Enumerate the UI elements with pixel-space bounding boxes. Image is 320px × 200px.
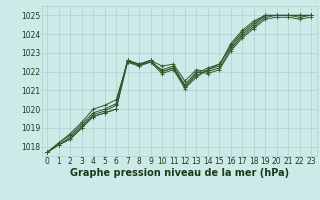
X-axis label: Graphe pression niveau de la mer (hPa): Graphe pression niveau de la mer (hPa) [70,168,289,178]
